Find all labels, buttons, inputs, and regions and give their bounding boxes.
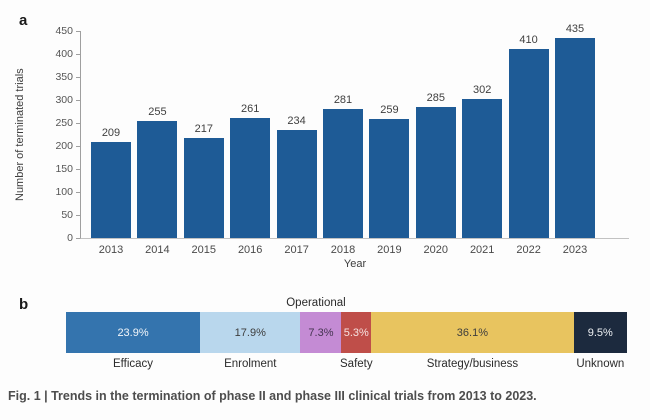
segment-enrolment: 17.9% (200, 312, 301, 353)
y-tick-mark-350 (76, 77, 80, 78)
panel-b-label: b (19, 296, 29, 313)
bar-2023 (555, 37, 595, 238)
bar-2016 (230, 117, 271, 238)
segment-label-efficacy: Efficacy (113, 358, 154, 370)
y-tick-50: 50 (61, 209, 73, 221)
bar-value-2019: 259 (380, 103, 399, 116)
bar-2013 (91, 141, 131, 238)
y-tick-150: 150 (55, 163, 73, 175)
x-tick-2015: 2015 (191, 244, 217, 256)
bar-2015 (183, 138, 224, 238)
x-tick-2022: 2022 (516, 244, 541, 256)
bar-value-2021: 302 (473, 84, 492, 97)
bar-2018 (323, 108, 363, 238)
y-tick-mark-400 (76, 54, 80, 55)
x-tick-2017: 2017 (284, 244, 309, 256)
x-tick-2018: 2018 (330, 244, 356, 256)
figure-caption: Fig. 1 | Trends in the termination of ph… (8, 389, 537, 403)
segment-label-operational: Operational (286, 297, 346, 309)
x-tick-2021: 2021 (469, 244, 495, 256)
bar-value-2017: 234 (287, 115, 306, 128)
y-tick-mark-0 (76, 238, 80, 239)
segment-label-strategy-business: Strategy/business (426, 358, 519, 370)
segment-label-safety: Safety (340, 358, 373, 370)
y-tick-250: 250 (55, 117, 73, 129)
segment-unknown: 9.5% (573, 312, 627, 353)
bar-value-2020: 285 (426, 91, 445, 104)
bar-2022 (508, 49, 549, 238)
segment-label-unknown: Unknown (576, 358, 625, 370)
y-tick-mark-300 (76, 100, 80, 101)
x-tick-2014: 2014 (145, 244, 170, 256)
y-tick-200: 200 (55, 140, 73, 152)
bar-2017 (276, 130, 317, 238)
y-tick-mark-150 (76, 169, 80, 170)
segment-label-enrolment: Enrolment (224, 358, 277, 370)
y-tick-100: 100 (55, 186, 73, 198)
stacked-bar: 23.9% 17.9% 7.3% 5.3% 36.1% 9.5% (66, 312, 627, 353)
y-tick-450: 450 (55, 25, 73, 37)
y-tick-350: 350 (55, 71, 73, 83)
y-tick-mark-250 (76, 123, 80, 124)
x-tick-2023: 2023 (562, 244, 588, 256)
segment-operational: 7.3% (300, 312, 342, 353)
bar-2014 (137, 120, 178, 238)
x-tick-2019: 2019 (377, 244, 402, 256)
bar-value-2015: 217 (194, 123, 213, 136)
y-tick-300: 300 (55, 94, 73, 106)
x-tick-2016: 2016 (237, 244, 263, 256)
segment-strategy-business: 36.1% (371, 312, 574, 353)
y-tick-mark-200 (76, 146, 80, 147)
bar-value-2016: 261 (241, 102, 260, 115)
y-tick-400: 400 (55, 48, 73, 60)
panel-a-label: a (19, 12, 28, 29)
y-axis-title: Number of terminated trials (14, 68, 26, 201)
bar-value-2018: 281 (333, 93, 353, 106)
y-tick-0: 0 (67, 232, 73, 244)
bar-2021 (462, 99, 503, 238)
bar-value-2013: 209 (101, 126, 121, 139)
bar-value-2022: 410 (519, 34, 538, 47)
segment-safety: 5.3% (341, 312, 372, 353)
bar-chart-plot-area: Year 0 50 100 150 200 250 300 350 400 450 209 2013 2… (55, 23, 629, 270)
x-axis-title: Year (343, 258, 367, 270)
bar-2020 (415, 106, 456, 238)
bar-value-2014: 255 (148, 105, 167, 118)
bar-2019 (369, 118, 410, 238)
x-tick-2020: 2020 (423, 244, 449, 256)
x-tick-2013: 2013 (98, 244, 124, 256)
segment-efficacy: 23.9% (66, 312, 201, 353)
y-tick-mark-50 (76, 215, 80, 216)
y-tick-mark-450 (76, 31, 80, 32)
bar-value-2023: 435 (565, 22, 585, 35)
y-tick-mark-100 (76, 192, 80, 193)
